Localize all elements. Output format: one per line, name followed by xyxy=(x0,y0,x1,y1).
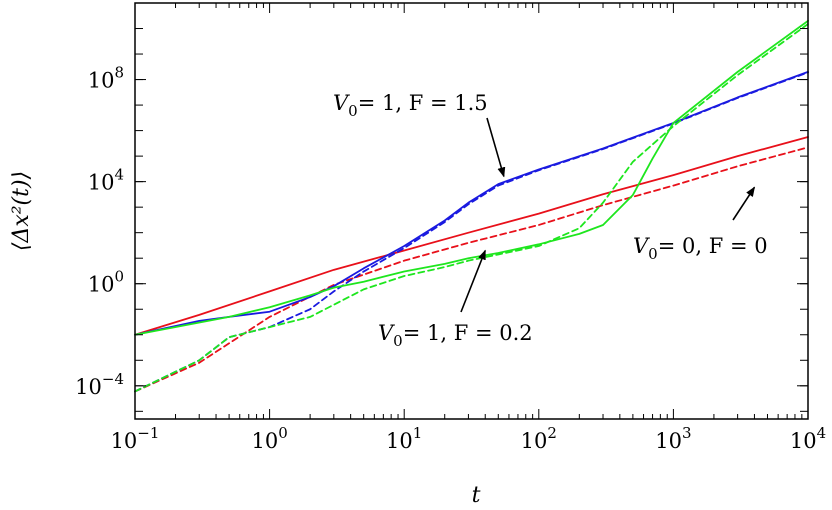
plot-frame xyxy=(134,2,809,420)
series-0-line xyxy=(134,136,809,336)
x-tick-label: 104 xyxy=(790,424,826,453)
series-5-line xyxy=(134,23,809,393)
ticks-layer: 10−1 100 101 102 103 104 10−4 100 104 108 xyxy=(75,2,826,453)
y-tick-label: 104 xyxy=(88,166,124,195)
x-tick-label: 100 xyxy=(251,424,287,453)
x-tick-label: 102 xyxy=(521,424,557,453)
annotation-arrow xyxy=(732,186,756,221)
y-tick-label: 100 xyxy=(88,268,124,297)
y-tick-label: 108 xyxy=(88,64,124,93)
annotation-arrow xyxy=(460,249,486,313)
annotation-arrow xyxy=(486,117,506,178)
x-axis-title: t xyxy=(472,483,481,508)
annotation-label: V0= 1, F = 1.5 xyxy=(333,91,488,120)
series-4-line xyxy=(134,19,809,336)
x-tick-label: 10−1 xyxy=(111,424,160,453)
series-2-line xyxy=(134,70,809,336)
y-axis-title: ⟨Δx²(t)⟩ xyxy=(9,171,34,251)
annotation-label: V0= 0, F = 0 xyxy=(633,234,768,263)
x-tick-label: 103 xyxy=(655,424,691,453)
annotation-layer: V0= 1, F = 1.5 V0= 0, F = 0 V0= 1, F = 0.2 xyxy=(333,91,768,350)
series-1-line xyxy=(134,146,809,393)
annotation-label: V0= 1, F = 0.2 xyxy=(378,321,533,350)
x-tick-label: 101 xyxy=(386,424,422,453)
y-tick-label: 10−4 xyxy=(75,370,124,399)
